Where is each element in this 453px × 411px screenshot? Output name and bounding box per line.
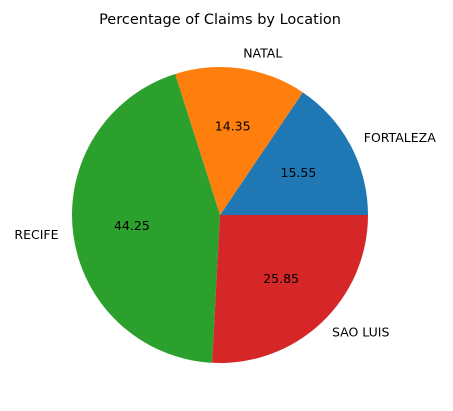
pie-labels: FORTALEZA 15.55 NATAL 14.35 RECIFE 44.25 SAO L… (14, 45, 436, 339)
pie-slice-natal (175, 67, 303, 216)
chart-title: Percentage of Claims by Location (99, 12, 341, 28)
slice-value-natal: 14.35 (215, 119, 251, 134)
pie-slice-recife (72, 73, 221, 363)
slice-label-fortaleza: FORTALEZA (364, 130, 436, 145)
slice-value-fortaleza: 15.55 (281, 165, 317, 180)
pie-slice-fortaleza (220, 92, 368, 215)
slice-value-sao-luis: 25.85 (263, 271, 299, 286)
slice-label-natal: NATAL (243, 45, 282, 60)
slice-label-recife: RECIFE (14, 227, 58, 242)
pie-slice-sao-luis (212, 215, 368, 363)
slice-value-recife: 44.25 (114, 218, 150, 233)
pie-slices (72, 67, 368, 363)
slice-label-sao-luis: SAO LUIS (332, 325, 389, 340)
